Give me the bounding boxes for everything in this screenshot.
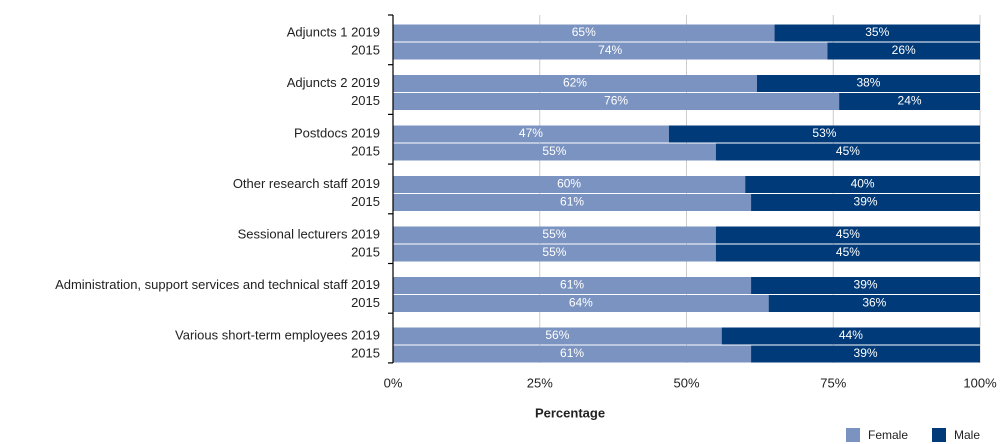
x-tick-label: 25% [527,375,553,390]
y-tick-label: Other research staff 2019 [233,176,380,191]
legend-label: Female [868,428,908,442]
value-label: 39% [854,346,878,360]
bar-segment [393,277,752,294]
value-label: 62% [563,76,587,90]
bar-segment [668,125,980,143]
value-label: 39% [854,195,878,209]
y-tick-label: Various short-term employees 2019 [175,327,380,342]
bar-segment [774,24,980,42]
bar-segment [393,194,752,211]
legend-swatch [932,428,946,442]
bar-segment [751,345,980,363]
bar-segment [393,24,775,42]
bar-segment [756,75,980,92]
bar-segment [768,295,980,312]
bar-segment [715,244,980,262]
x-tick-label: 100% [963,375,997,390]
y-tick-label: 2015 [351,194,380,209]
y-tick-label: Postdocs 2019 [294,125,380,140]
bar-segment [827,42,980,60]
x-tick-label: 0% [384,375,403,390]
bar-segment [393,226,716,244]
bar-segment [745,176,980,193]
y-tick-label: 2015 [351,93,380,108]
bar-segment [751,277,980,294]
y-tick-label: Adjuncts 2 2019 [287,75,380,90]
x-tick-label: 50% [673,375,699,390]
bar-segment [393,244,716,262]
y-tick-label: 2015 [351,345,380,360]
bar-segment [393,143,716,161]
value-label: 61% [560,278,584,292]
bar-segment [393,42,828,60]
y-tick-label: Adjuncts 1 2019 [287,24,380,39]
bar-segment [751,194,980,211]
bar-segment [393,345,752,363]
value-label: 45% [836,144,860,158]
y-tick-label: 2015 [351,295,380,310]
bar-segment [393,125,669,143]
bar-segment [393,327,722,345]
x-tick-label: 75% [820,375,846,390]
value-label: 35% [865,25,889,39]
bar-segment [721,327,980,345]
value-label: 74% [598,43,622,57]
bar-segment [839,93,980,110]
value-label: 65% [572,25,596,39]
value-label: 55% [542,245,566,259]
value-label: 64% [569,296,593,310]
value-label: 60% [557,177,581,191]
value-label: 26% [892,43,916,57]
legend-swatch [846,428,860,442]
value-label: 45% [836,245,860,259]
value-label: 38% [856,76,880,90]
value-label: 76% [604,94,628,108]
value-label: 55% [542,144,566,158]
bar-segment [393,75,757,92]
value-label: 55% [542,227,566,241]
value-label: 24% [898,94,922,108]
bar-segment [393,295,769,312]
value-label: 47% [519,126,543,140]
y-tick-label: Sessional lecturers 2019 [238,226,380,241]
bar-segment [715,226,980,244]
value-label: 39% [854,278,878,292]
y-tick-label: 2015 [351,42,380,57]
value-label: 36% [862,296,886,310]
legend-label: Male [954,428,980,442]
x-axis-label: Percentage [535,405,605,420]
value-label: 40% [851,177,875,191]
value-label: 44% [839,328,863,342]
bar-segment [715,143,980,161]
y-tick-label: 2015 [351,244,380,259]
value-label: 53% [812,126,836,140]
y-tick-label: Administration, support services and tec… [55,277,380,292]
value-label: 61% [560,346,584,360]
bar-segment [393,93,840,110]
y-tick-label: 2015 [351,143,380,158]
bar-segment [393,176,746,193]
value-label: 45% [836,227,860,241]
value-label: 56% [545,328,569,342]
value-label: 61% [560,195,584,209]
